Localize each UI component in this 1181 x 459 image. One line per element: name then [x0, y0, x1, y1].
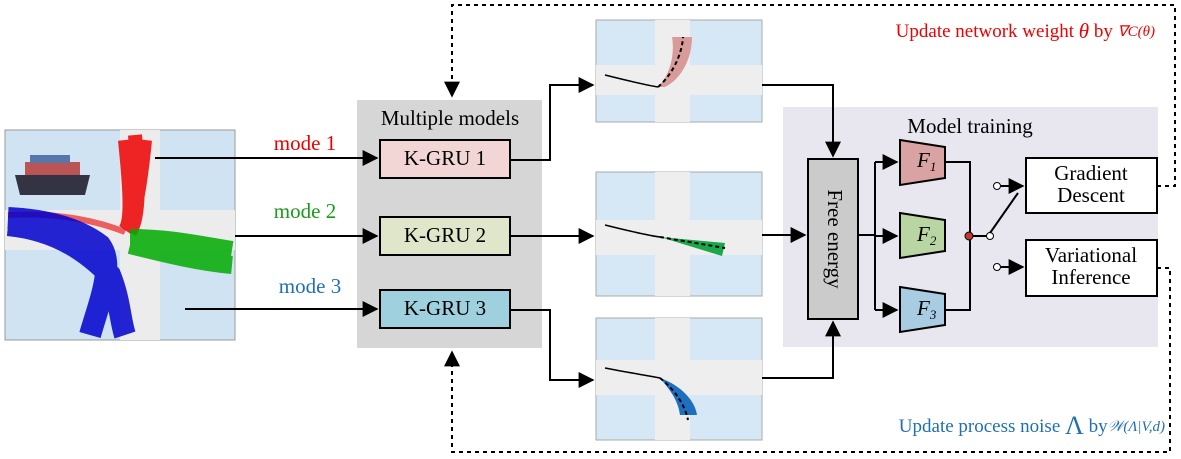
text-part: F	[916, 222, 930, 246]
prediction-plot	[596, 172, 762, 296]
model-label: K-GRU 2	[404, 223, 486, 247]
text-part: F	[916, 148, 930, 172]
switch-pin	[994, 183, 1001, 190]
text-part: F	[916, 296, 930, 320]
text-part: Update process noise	[899, 416, 1060, 437]
text-part: 1	[930, 159, 937, 174]
switch-pin	[994, 264, 1001, 271]
mode-label: mode 3	[279, 274, 341, 298]
text-part: θ	[1079, 19, 1089, 43]
model-label: K-GRU 3	[404, 296, 486, 320]
diagram: Multiple models mode 1 mode 2 mode 3 K-G…	[0, 0, 1181, 459]
mode-label: mode 1	[274, 131, 336, 155]
weight-note: Update network weight θ by ∇C(θ)	[896, 19, 1155, 43]
gradient-label: Descent	[1057, 183, 1125, 207]
junction	[965, 232, 973, 240]
switch-pin	[987, 233, 994, 240]
noise-note: Update process noise Λ by𝒲(Λ|V,d)	[899, 411, 1165, 440]
group-title: Multiple models	[381, 106, 519, 130]
variational-label: Inference	[1051, 265, 1130, 289]
prediction-plot	[596, 20, 762, 122]
mode-label: mode 2	[274, 199, 336, 223]
free-energy-label: Free energy	[823, 189, 847, 289]
text-part: 3	[929, 307, 937, 322]
gradient-label: Gradient	[1054, 161, 1128, 185]
text-part: 𝒲(Λ|V,d)	[1108, 419, 1165, 435]
text-part: Λ	[1065, 411, 1084, 440]
variational-label: Variational	[1045, 243, 1137, 267]
text-part: ∇C(θ)	[1118, 24, 1155, 40]
text-part: by	[1094, 21, 1114, 42]
prediction-plot	[596, 318, 762, 440]
group-title: Model training	[907, 114, 1033, 138]
text-part: 2	[930, 233, 937, 248]
text-part: Update network weight	[896, 21, 1075, 42]
text-part: by	[1089, 416, 1109, 437]
model-label: K-GRU 1	[404, 146, 486, 170]
